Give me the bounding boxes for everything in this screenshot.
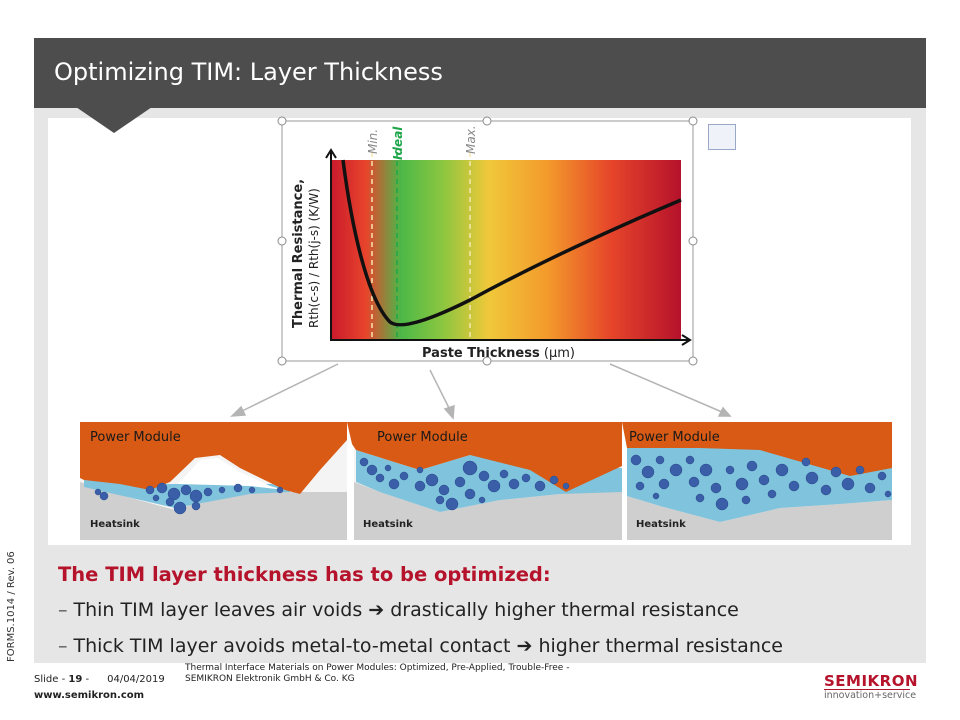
slide-prefix: Slide -: [34, 674, 69, 685]
slide-number: Slide - 19 - 04/04/2019: [34, 674, 165, 685]
footer-url[interactable]: www.semikron.com: [34, 690, 145, 701]
connector-arrowhead: [443, 404, 455, 420]
power-module-label: Power Module: [377, 430, 468, 445]
heatsink-thin: [80, 482, 347, 540]
resize-handle[interactable]: [688, 236, 698, 246]
bullet-text: Thin TIM layer leaves air voids: [73, 599, 369, 621]
resize-handle[interactable]: [277, 356, 287, 366]
bullet-dash: –: [58, 635, 68, 657]
marker-ideal: Ideal: [391, 126, 405, 160]
layout-options-icon[interactable]: [708, 124, 736, 150]
particles-thick: [630, 454, 892, 511]
bullet-text: Thick TIM layer avoids metal-to-metal co…: [73, 635, 517, 657]
x-axis-label-main: Paste Thickness: [422, 346, 540, 361]
bullet-text: higher thermal resistance: [532, 635, 783, 657]
heatsink-ideal: [354, 482, 622, 540]
y-axis-label-line1: Thermal Resistance,: [291, 179, 306, 328]
y-axis-arrow: [325, 148, 337, 159]
connector-arrowhead: [717, 406, 732, 417]
form-revision-label: FORMS.1014 / Rev. 06: [6, 551, 17, 662]
x-axis-label: Paste Thickness (µm): [422, 346, 575, 361]
bullet-thick-layer: – Thick TIM layer avoids metal-to-metal c…: [58, 635, 783, 657]
power-module-thick: [622, 422, 892, 476]
connector-arrowhead: [230, 405, 247, 417]
resize-handle[interactable]: [688, 356, 698, 366]
slide-date: 04/04/2019: [107, 674, 165, 685]
x-axis-label-unit: (µm): [540, 346, 575, 361]
bullet-dash: –: [58, 599, 68, 621]
heatsink-label: Heatsink: [363, 519, 413, 530]
y-axis-label-line2: Rth(c-s) / Rth(j-s) (K/W): [307, 188, 321, 328]
heatsink-label: Heatsink: [90, 519, 140, 530]
arrow-icon: ➔: [368, 599, 385, 621]
resize-handle[interactable]: [277, 116, 287, 126]
air-void: [178, 458, 285, 490]
heatsink-thick: [627, 496, 892, 540]
bullet-text: drastically higher thermal resistance: [384, 599, 739, 621]
arrow-icon: ➔: [516, 635, 533, 657]
slide-suffix: -: [82, 674, 90, 685]
heat-gradient: [331, 160, 681, 340]
footer-desc-line1: Thermal Interface Materials on Power Mod…: [185, 663, 570, 673]
resize-handle[interactable]: [688, 116, 698, 126]
slide-number-value: 19: [68, 674, 83, 685]
power-module-thin: [80, 422, 347, 494]
resize-handle[interactable]: [482, 356, 492, 366]
resize-handle[interactable]: [482, 116, 492, 126]
slide-header: Optimizing TIM: Layer Thickness: [34, 38, 926, 108]
power-module-label: Power Module: [90, 430, 181, 445]
power-module-ideal: [347, 422, 622, 492]
connector-arrow-right: [609, 363, 723, 413]
resistance-curve: [341, 159, 682, 327]
power-module-label: Power Module: [629, 430, 720, 445]
footer-desc-line2: SEMIKRON Elektronik GmbH & Co. KG: [185, 674, 355, 684]
semikron-logo: SEMIKRON: [824, 672, 919, 690]
x-axis-arrow: [681, 334, 692, 346]
marker-min: Min.: [366, 129, 380, 154]
logo-underline: [824, 689, 910, 690]
particles-thin: [94, 482, 284, 515]
particles-ideal: [359, 457, 570, 511]
logo-tagline: innovation+service: [824, 690, 917, 701]
bullet-thin-layer: – Thin TIM layer leaves air voids ➔ drast…: [58, 599, 739, 621]
connector-arrow-left: [239, 363, 339, 413]
footer-description: Thermal Interface Materials on Power Mod…: [185, 663, 569, 685]
slide-title: Optimizing TIM: Layer Thickness: [54, 58, 443, 86]
header-notch: [76, 107, 152, 133]
resize-handle[interactable]: [277, 236, 287, 246]
marker-max: Max.: [464, 125, 478, 154]
heatsink-label: Heatsink: [636, 519, 686, 530]
connector-arrow-middle: [429, 369, 451, 411]
headline: The TIM layer thickness has to be optimi…: [58, 563, 551, 586]
